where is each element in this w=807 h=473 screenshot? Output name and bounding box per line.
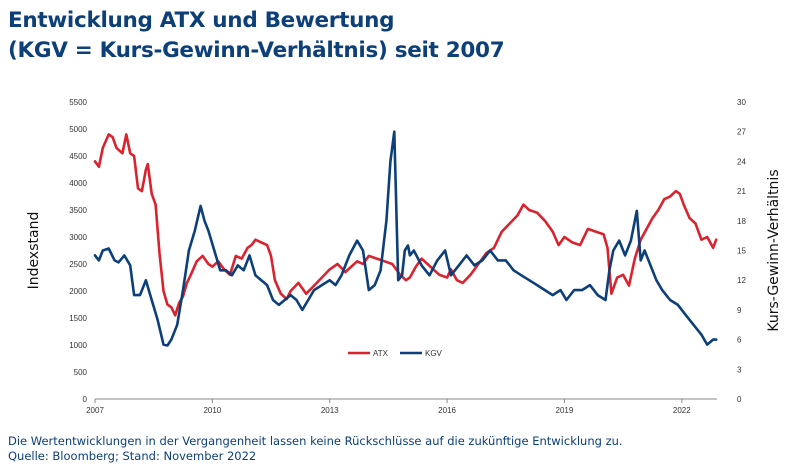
y2-tick-label: 30 [737, 98, 746, 107]
y-tick-label: 5000 [69, 125, 87, 134]
y-tick-label: 5500 [69, 98, 87, 107]
y2-tick-label: 3 [737, 365, 742, 374]
y2-tick-label: 24 [737, 157, 746, 166]
series-line-atx [93, 133, 718, 317]
series-line-kgv [93, 130, 718, 347]
y2-tick-label: 27 [737, 128, 746, 137]
chart-title-line2: (KGV = Kurs-Gewinn-Verhältnis) seit 2007 [8, 38, 505, 63]
y-tick-label: 1000 [69, 341, 87, 350]
chart: 0 500 1000 1500 2000 2500 3000 3500 4000 4500 5000… [26, 98, 782, 415]
footer: Die Wertentwicklungen in der Vergangenhe… [8, 434, 623, 464]
y-tick-label: 500 [74, 368, 88, 377]
x-tick-label: 2019 [556, 406, 574, 415]
disclaimer-text: Die Wertentwicklungen in der Vergangenhe… [8, 434, 623, 448]
chart-axes: 0 500 1000 1500 2000 2500 3000 3500 4000 4500 5000… [26, 98, 782, 415]
y-axis-label: Indexstand [26, 212, 42, 290]
y2-tick-label: 18 [737, 217, 746, 226]
chart-title: Entwicklung ATX und Bewertung (KGV = Kur… [8, 6, 505, 66]
x-tick-label: 2016 [438, 406, 456, 415]
y2-tick-label: 21 [737, 187, 746, 196]
legend-label-atx: ATX [373, 349, 389, 358]
y2-tick-label: 0 [737, 395, 742, 404]
x-tick-label: 2010 [203, 406, 221, 415]
y-tick-label: 2500 [69, 260, 87, 269]
y2-tick-label: 9 [737, 306, 742, 315]
y-tick-label: 2000 [69, 287, 87, 296]
x-tick-label: 2022 [673, 406, 691, 415]
y-tick-label: 3500 [69, 206, 87, 215]
y-tick-label: 4000 [69, 179, 87, 188]
y2-tick-label: 15 [737, 247, 746, 256]
y2-tick-label: 6 [737, 336, 742, 345]
y-tick-label: 1500 [69, 314, 87, 323]
y2-axis-label: Kurs-Gewinn-Verhältnis [766, 169, 782, 331]
legend-label-kgv: KGV [425, 349, 443, 358]
chart-title-line1: Entwicklung ATX und Bewertung [8, 8, 395, 33]
y-tick-label: 4500 [69, 152, 87, 161]
chart-legend: ATX KGV [348, 349, 443, 358]
y2-tick-label: 12 [737, 276, 746, 285]
y-tick-label: 3000 [69, 233, 87, 242]
chart-lines [93, 130, 718, 347]
x-tick-label: 2013 [321, 406, 339, 415]
y-tick-label: 0 [83, 395, 88, 404]
x-tick-label: 2007 [86, 406, 104, 415]
source-text: Quelle: Bloomberg; Stand: November 2022 [8, 449, 257, 463]
